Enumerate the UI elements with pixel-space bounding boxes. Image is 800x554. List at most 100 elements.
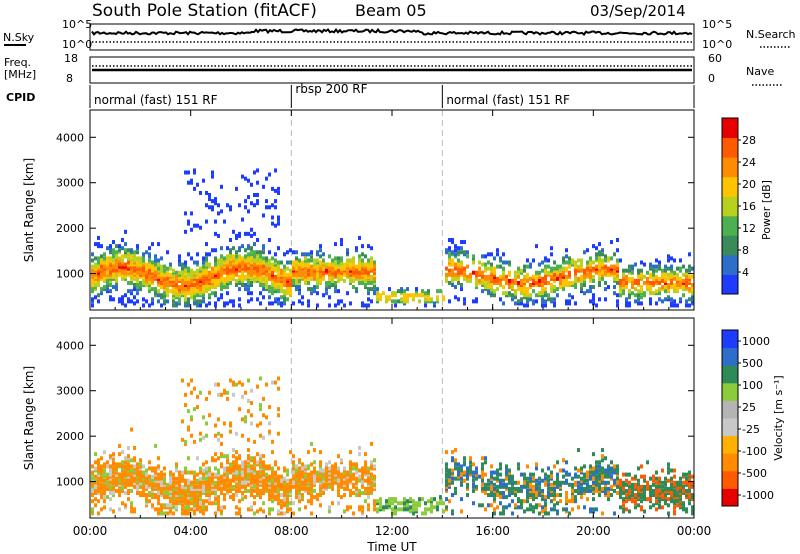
velocity-cell: [130, 474, 133, 479]
velocity-cell: [172, 488, 175, 493]
velocity-cell: [583, 474, 586, 479]
power-cell: [295, 287, 298, 292]
velocity-cell: [217, 507, 220, 512]
power-cell: [592, 285, 595, 290]
xaxis-label: Time UT: [366, 540, 417, 554]
velocity-cell: [256, 452, 259, 457]
velocity-cell: [505, 505, 508, 510]
velocity-cell: [184, 484, 187, 489]
velocity-cell: [202, 472, 205, 477]
velocity-cell: [184, 403, 187, 408]
power-cell: [493, 276, 496, 281]
velocity-cell: [208, 478, 211, 483]
velocity-cell: [652, 488, 655, 493]
power-cell: [94, 268, 97, 273]
velocity-cell: [145, 468, 148, 473]
power-cell: [316, 266, 319, 271]
power-cell: [565, 301, 568, 306]
velocity-cell: [622, 488, 625, 493]
velocity-cell: [163, 505, 166, 510]
power-cell: [523, 280, 526, 285]
power-cell: [550, 270, 553, 275]
velocity-cell: [304, 488, 307, 493]
velocity-cell: [532, 478, 535, 483]
power-cell: [514, 291, 517, 296]
power-cell: [172, 285, 175, 290]
velocity-colorbar-segment: [722, 453, 738, 472]
velocity-cell: [607, 472, 610, 477]
power-cell: [265, 283, 268, 287]
velocity-cell: [481, 456, 484, 461]
velocity-cell: [412, 503, 415, 508]
power-cell: [253, 203, 256, 208]
power-cell: [430, 299, 433, 304]
power-cell: [523, 303, 526, 308]
power-cell: [436, 297, 439, 302]
velocity-cell: [670, 499, 673, 504]
power-cell: [211, 174, 214, 179]
power-cell: [217, 274, 220, 279]
power-cell: [220, 260, 223, 265]
power-cell: [484, 274, 487, 279]
velocity-cell: [325, 482, 328, 487]
power-cell: [565, 268, 568, 273]
power-cell: [418, 299, 421, 304]
power-cell: [358, 235, 361, 240]
velocity-cell: [199, 486, 202, 491]
power-cell: [205, 190, 208, 195]
velocity-cell: [220, 511, 223, 516]
power-cell: [574, 270, 577, 275]
velocity-cell: [634, 474, 637, 479]
velocity-cell: [274, 488, 277, 493]
velocity-cell: [679, 482, 682, 487]
power-cell: [484, 285, 487, 290]
power-cell: [211, 285, 214, 290]
power-cell: [373, 289, 376, 294]
power-cell: [595, 256, 598, 261]
velocity-cell: [595, 474, 598, 479]
velocity-cell: [202, 480, 205, 485]
velocity-cell: [475, 484, 478, 489]
velocity-cell: [136, 486, 139, 491]
power-cell: [94, 274, 97, 279]
velocity-cell: [100, 474, 103, 479]
velocity-cell: [496, 478, 499, 483]
power-cell: [334, 274, 337, 279]
power-cell: [370, 246, 373, 251]
power-cell: [406, 299, 409, 304]
power-cell: [421, 293, 424, 298]
power-cell: [232, 270, 235, 275]
power-cell: [358, 262, 361, 267]
power-cell: [115, 258, 118, 263]
velocity-cell: [304, 486, 307, 491]
velocity-cell: [124, 456, 127, 461]
velocity-cell: [253, 456, 256, 461]
power-cell: [136, 258, 139, 263]
power-cell: [313, 264, 316, 269]
velocity-cell: [349, 493, 352, 498]
power-cell: [112, 250, 115, 255]
power-cell: [472, 256, 475, 261]
power-cell: [352, 285, 355, 290]
power-cell: [148, 276, 151, 281]
velocity-cell: [361, 491, 364, 495]
velocity-cell: [355, 486, 358, 491]
power-cell: [688, 268, 691, 273]
power-cell: [487, 252, 490, 257]
power-cell: [184, 285, 187, 290]
velocity-cell: [580, 466, 583, 471]
power-cell: [592, 244, 595, 249]
power-cell: [634, 262, 637, 267]
power-cell: [568, 283, 571, 287]
power-cell: [217, 278, 220, 283]
velocity-cell: [607, 480, 610, 485]
power-cell: [124, 252, 127, 257]
velocity-cell: [139, 482, 142, 487]
power-cell: [181, 270, 184, 275]
power-cell: [190, 274, 193, 279]
velocity-cell: [373, 480, 376, 485]
velocity-colorbar-tick: 500: [742, 357, 763, 370]
power-cell: [532, 283, 535, 287]
power-cell: [475, 270, 478, 275]
velocity-cell: [157, 472, 160, 477]
